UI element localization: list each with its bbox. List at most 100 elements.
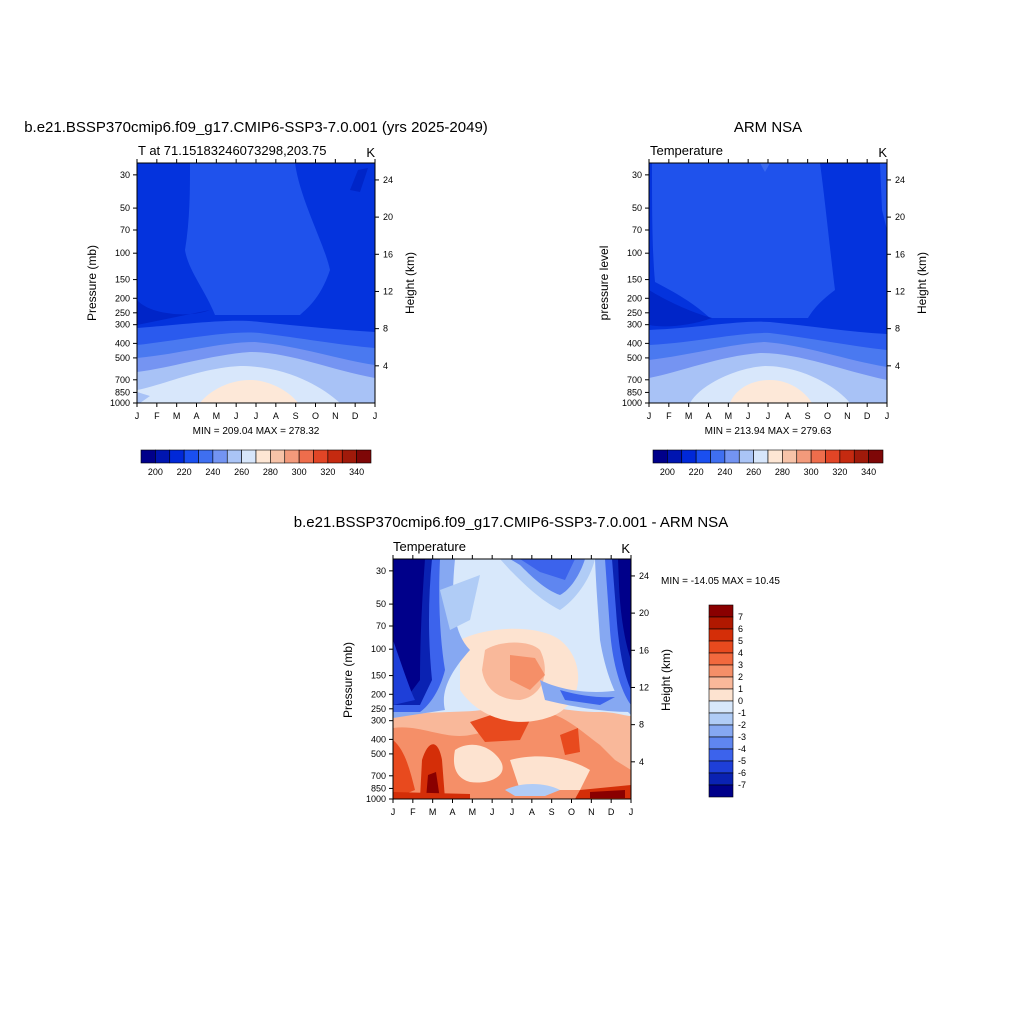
panel1-contour-plot	[137, 163, 375, 403]
month-tick-label: D	[864, 411, 871, 421]
colorbar-box	[738, 449, 754, 464]
month-tick-label: N	[588, 807, 595, 817]
pressure-tick-label: 150	[371, 671, 386, 681]
colorbar-box	[708, 676, 734, 690]
pressure-tick-label: 500	[371, 749, 386, 759]
month-tick-label: O	[824, 411, 831, 421]
pressure-tick-label: 250	[627, 308, 642, 318]
colorbar-box	[853, 449, 869, 464]
month-tick-label: A	[529, 807, 535, 817]
colorbar-tick-label: -7	[738, 780, 746, 790]
month-tick-label: J	[766, 411, 771, 421]
month-tick-label: J	[490, 807, 495, 817]
colorbar-tick-label: -3	[738, 732, 746, 742]
month-tick-label: M	[685, 411, 693, 421]
colorbar-box	[327, 449, 343, 464]
panel2-ylabel-left: pressure level	[597, 246, 611, 321]
colorbar-tick-label: 0	[738, 696, 743, 706]
pressure-tick-label: 30	[120, 170, 130, 180]
colorbar-box	[652, 449, 668, 464]
colorbar-box	[270, 449, 286, 464]
colorbar-box	[825, 449, 841, 464]
colorbar-box	[810, 449, 826, 464]
month-tick-label: S	[549, 807, 555, 817]
panel3-colorbar: 7 6 5 4 3 2 1 0 -1 -2 -3 -4 -5 -6 -7	[708, 604, 746, 798]
panel1-units: K	[366, 145, 375, 160]
panel2-minmax: MIN = 213.94 MAX = 279.63	[705, 426, 832, 437]
colorbar-box	[255, 449, 271, 464]
pressure-tick-label: 200	[371, 689, 386, 699]
pressure-tick-label: 1000	[366, 794, 386, 804]
panel2-title: ARM NSA	[734, 119, 802, 136]
panel3-subtitle: Temperature	[393, 539, 466, 554]
month-tick-label: S	[805, 411, 811, 421]
colorbar-tick-label: -5	[738, 756, 746, 766]
colorbar-box	[710, 449, 726, 464]
height-tick-label: 24	[383, 175, 393, 185]
month-tick-label: S	[293, 411, 299, 421]
colorbar-tick-label: -4	[738, 744, 746, 754]
panel1-colorbar: 200 220 240 260 280 300 320 340	[140, 449, 372, 477]
colorbar-box	[708, 784, 734, 798]
colorbar-box	[708, 748, 734, 762]
pressure-tick-label: 200	[627, 293, 642, 303]
pressure-tick-label: 300	[115, 320, 130, 330]
colorbar-box	[767, 449, 783, 464]
pressure-tick-label: 250	[115, 308, 130, 318]
colorbar-box	[708, 604, 734, 618]
colorbar-tick-label: 200	[148, 467, 163, 477]
colorbar-box	[356, 449, 372, 464]
colorbar-box	[708, 688, 734, 702]
panel3-ylabel-right: Height (km)	[659, 649, 673, 711]
pressure-tick-label: 850	[627, 387, 642, 397]
month-tick-label: F	[154, 411, 160, 421]
month-tick-label: J	[746, 411, 751, 421]
pressure-tick-label: 1000	[110, 398, 130, 408]
panel1-minmax: MIN = 209.04 MAX = 278.32	[193, 426, 320, 437]
colorbar-tick-label: 280	[775, 467, 790, 477]
pressure-tick-label: 50	[120, 203, 130, 213]
month-tick-label: J	[510, 807, 515, 817]
pressure-tick-label: 100	[371, 644, 386, 654]
month-tick-label: J	[629, 807, 634, 817]
colorbar-box	[708, 700, 734, 714]
month-tick-label: N	[332, 411, 339, 421]
height-tick-label: 12	[639, 682, 649, 692]
pressure-tick-label: 200	[115, 293, 130, 303]
height-tick-label: 4	[639, 757, 644, 767]
height-tick-label: 16	[639, 645, 649, 655]
colorbar-box	[155, 449, 171, 464]
panel1-subtitle: T at 71.15183246073298,203.75	[138, 143, 326, 158]
colorbar-tick-label: 340	[349, 467, 364, 477]
colorbar-tick-label: 2	[738, 672, 743, 682]
height-tick-label: 20	[383, 212, 393, 222]
pressure-tick-label: 500	[115, 353, 130, 363]
colorbar-tick-label: 260	[234, 467, 249, 477]
colorbar-tick-label: -2	[738, 720, 746, 730]
colorbar-box	[241, 449, 257, 464]
colorbar-box	[667, 449, 683, 464]
colorbar-box	[708, 772, 734, 786]
colorbar-box	[298, 449, 314, 464]
height-tick-label: 20	[895, 212, 905, 222]
panel3-units: K	[621, 541, 630, 556]
panel1-title: b.e21.BSSP370cmip6.f09_g17.CMIP6-SSP3-7.…	[24, 119, 488, 136]
pressure-tick-label: 400	[371, 734, 386, 744]
height-tick-label: 16	[383, 249, 393, 259]
colorbar-box	[183, 449, 199, 464]
colorbar-box	[695, 449, 711, 464]
panel2-subtitle: Temperature	[650, 143, 723, 158]
colorbar-tick-label: 340	[861, 467, 876, 477]
colorbar-tick-label: 260	[746, 467, 761, 477]
month-tick-label: M	[725, 411, 733, 421]
colorbar-tick-label: -1	[738, 708, 746, 718]
month-tick-label: M	[173, 411, 181, 421]
pressure-tick-label: 850	[371, 783, 386, 793]
colorbar-box	[724, 449, 740, 464]
panel3-minmax: MIN = -14.05 MAX = 10.45	[661, 576, 780, 587]
colorbar-box	[708, 652, 734, 666]
